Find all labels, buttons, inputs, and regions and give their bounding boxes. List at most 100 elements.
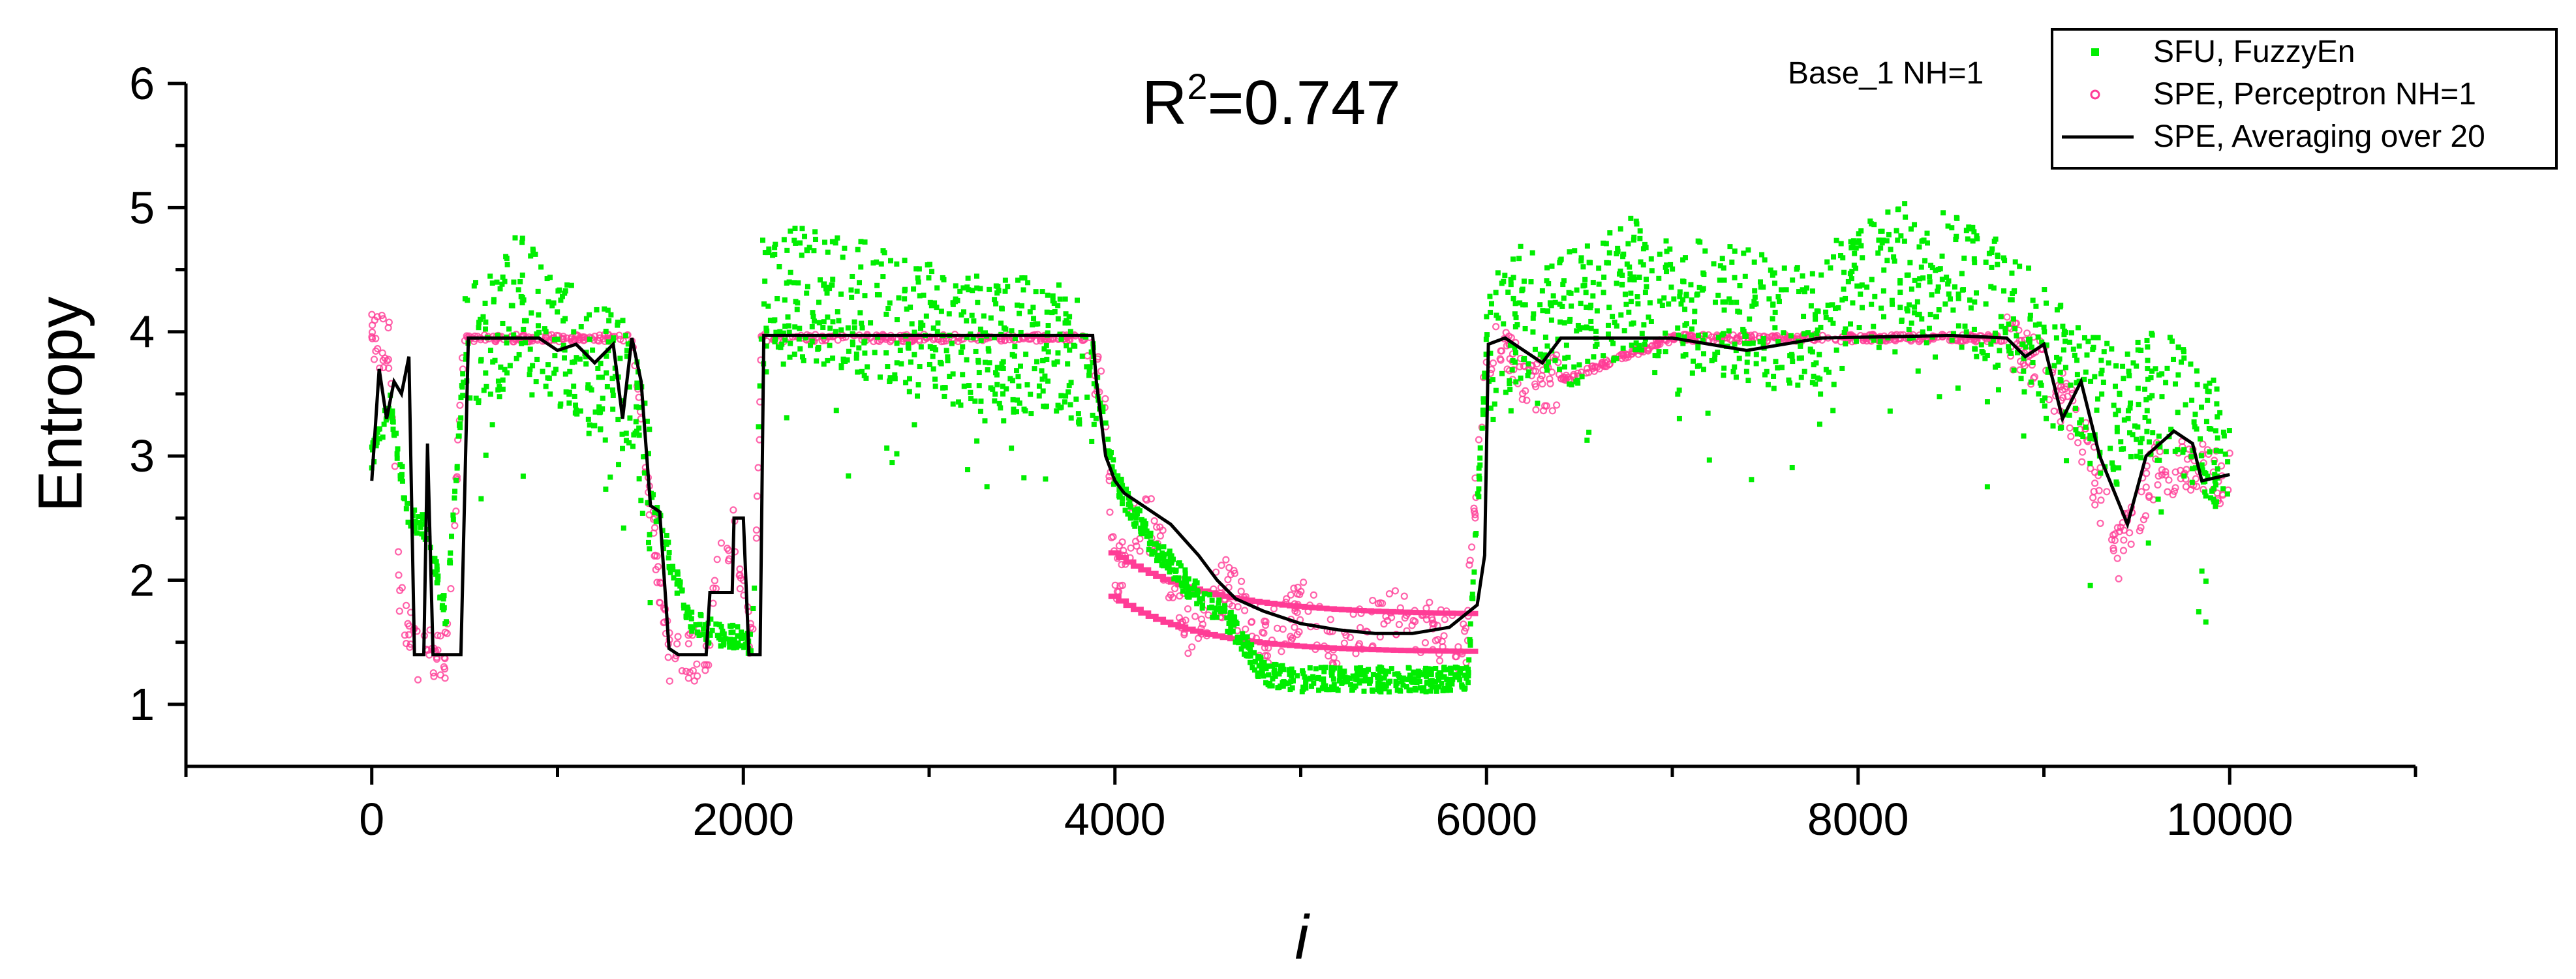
sfu-point <box>2058 378 2064 384</box>
sfu-point <box>684 608 690 614</box>
sfu-point <box>1920 275 1926 281</box>
sfu-point <box>527 367 533 372</box>
spe-point <box>1450 610 1464 616</box>
sfu-point <box>1445 676 1450 682</box>
sfu-point <box>2135 385 2141 391</box>
sfu-point <box>521 297 527 303</box>
sfu-point <box>851 319 857 325</box>
sfu-point <box>1261 673 1266 679</box>
y-axis-title: Entropy <box>25 297 95 513</box>
sfu-point <box>738 635 744 641</box>
sfu-point <box>2113 412 2119 417</box>
sfu-point <box>2206 426 2212 432</box>
sfu-point <box>1214 614 1219 620</box>
sfu-point <box>1702 248 1708 254</box>
sfu-point <box>1054 359 1060 365</box>
sfu-point <box>865 364 870 370</box>
sfu-point <box>1376 680 1382 685</box>
sfu-point <box>862 239 868 245</box>
sfu-point <box>777 329 783 335</box>
sfu-point <box>1073 396 1079 402</box>
sfu-point <box>836 318 842 324</box>
sfu-point <box>1886 232 1892 237</box>
sfu-point <box>1144 534 1150 539</box>
spe-point <box>1443 610 1456 616</box>
sfu-point <box>1702 332 1708 338</box>
sfu-point <box>1831 382 1837 387</box>
spe-point <box>1316 644 1330 650</box>
sfu-point <box>713 621 719 627</box>
sfu-point <box>1242 651 1248 657</box>
sfu-point <box>2215 414 2220 420</box>
sfu-point <box>1186 576 1191 582</box>
sfu-point <box>1715 292 1721 298</box>
sfu-point <box>1920 329 1925 335</box>
sfu-point <box>1743 369 1749 374</box>
sfu-point <box>1535 400 1541 406</box>
spe-point <box>915 337 924 345</box>
sfu-point <box>2054 354 2060 360</box>
spe-point <box>1289 634 1296 642</box>
spe-point <box>1413 648 1426 654</box>
sfu-point <box>796 336 802 342</box>
sfu-point <box>1620 254 1626 260</box>
sfu-point <box>1477 445 1483 451</box>
spe-point <box>653 552 661 560</box>
sfu-point <box>1753 361 1759 367</box>
sfu-point <box>1636 275 1642 280</box>
sfu-point <box>1770 316 1775 322</box>
spe-point <box>1648 342 1656 350</box>
sfu-point <box>930 354 936 359</box>
sfu-point <box>1091 421 1097 427</box>
legend-swatch-square <box>2091 48 2099 56</box>
spe-point <box>2137 524 2145 532</box>
sfu-point <box>480 314 486 320</box>
spe-point <box>1279 602 1293 608</box>
sfu-point <box>401 495 406 501</box>
sfu-point <box>390 427 396 432</box>
sfu-point <box>2211 499 2217 505</box>
sfu-point <box>792 324 798 330</box>
sfu-point <box>1066 389 1071 395</box>
sfu-point <box>1027 309 1033 315</box>
sfu-point <box>974 438 980 444</box>
sfu-point <box>827 286 833 292</box>
sfu-point <box>2044 415 2049 421</box>
sfu-point <box>1043 342 1049 348</box>
sfu-point <box>2012 325 2018 331</box>
sfu-point <box>1537 302 1543 308</box>
sfu-point <box>2135 424 2141 430</box>
sfu-point <box>2213 448 2219 454</box>
sfu-point <box>560 342 566 348</box>
sfu-point <box>381 421 387 427</box>
sfu-point <box>1229 628 1234 634</box>
sfu-point <box>1249 642 1255 648</box>
sfu-point <box>1328 684 1334 690</box>
spe-point <box>1309 605 1323 610</box>
sfu-point <box>1828 317 1833 323</box>
sfu-point <box>892 372 898 378</box>
sfu-point <box>642 400 648 406</box>
spe-point <box>1523 397 1531 404</box>
sfu-point <box>1578 255 1584 261</box>
sfu-point <box>670 564 676 569</box>
sfu-point <box>1584 325 1589 331</box>
sfu-point <box>1023 352 1029 357</box>
sfu-point <box>1912 310 1918 316</box>
sfu-point <box>1312 675 1318 681</box>
sfu-point <box>616 462 622 468</box>
sfu-point <box>1584 243 1590 249</box>
sfu-point <box>1745 351 1751 357</box>
sfu-point <box>1530 329 1536 335</box>
sfu-point <box>1353 683 1358 689</box>
sfu-point <box>882 250 887 256</box>
sfu-point <box>2095 396 2101 402</box>
sfu-point <box>2199 462 2205 468</box>
sfu-point <box>369 444 375 450</box>
sfu-point <box>1480 407 1486 413</box>
sfu-point <box>1557 257 1563 263</box>
sfu-point <box>1657 251 1663 257</box>
spe-point <box>645 511 653 519</box>
sfu-point <box>1358 665 1364 670</box>
sfu-point <box>1588 318 1594 324</box>
